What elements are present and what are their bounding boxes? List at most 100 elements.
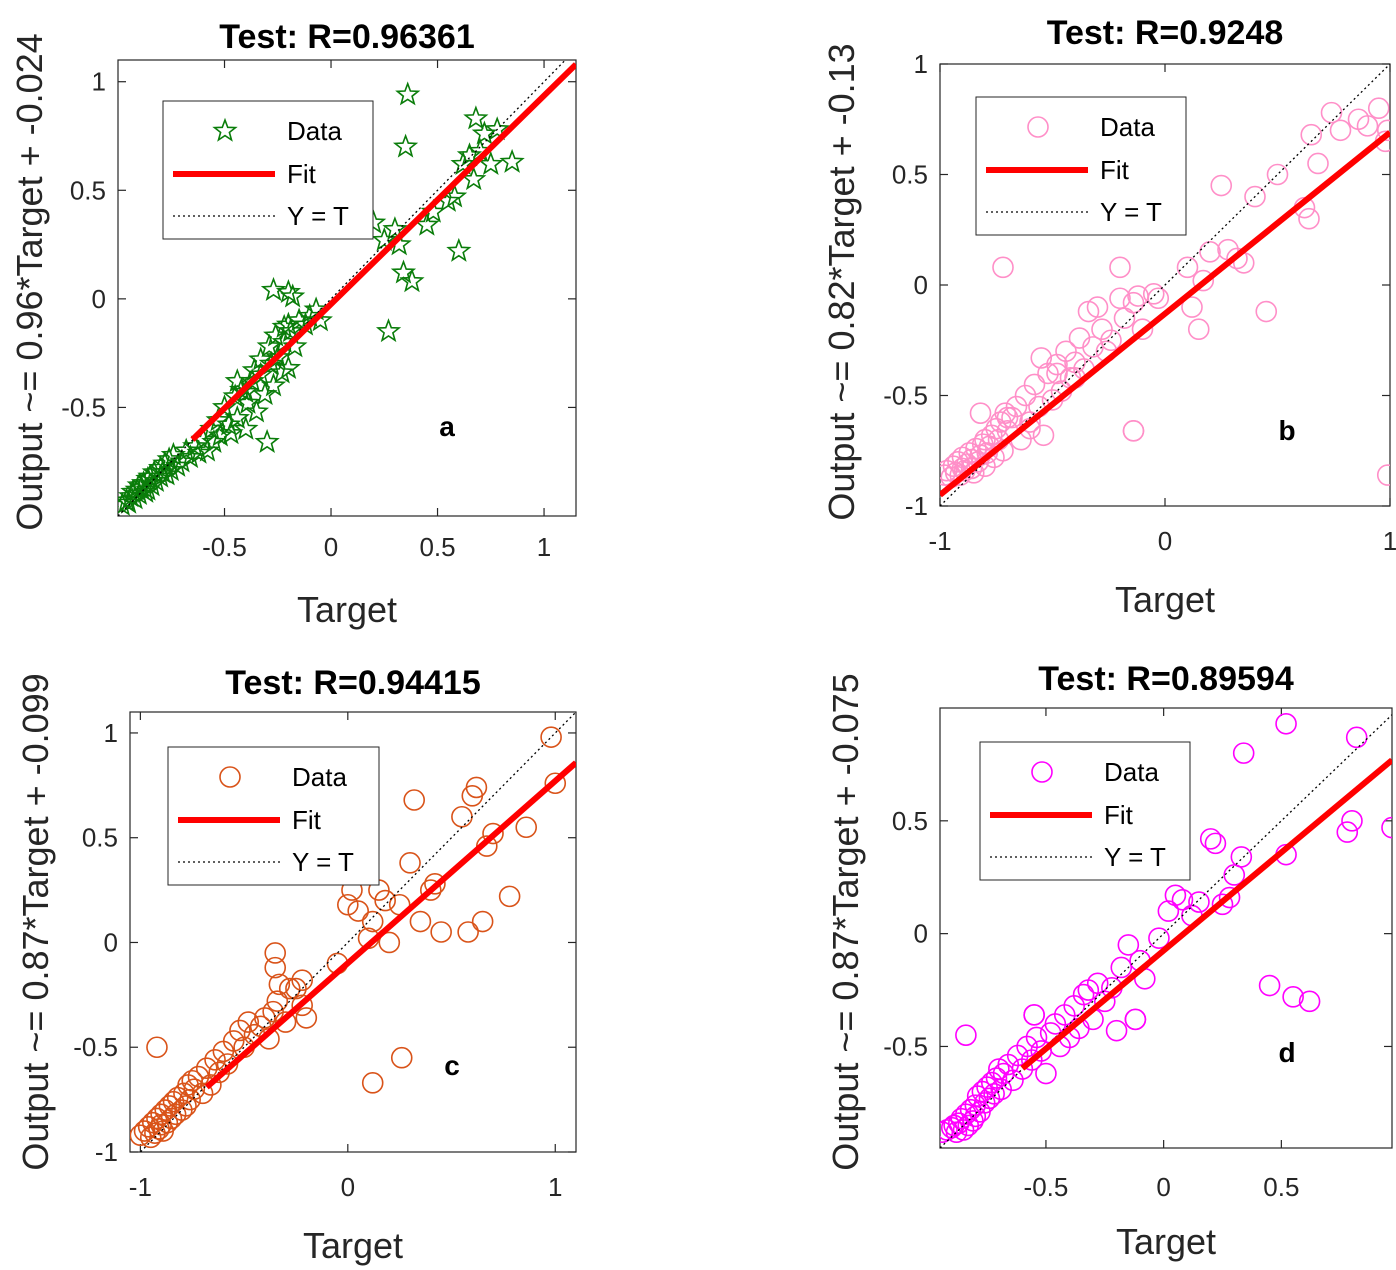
x-tick-label: 1	[548, 1172, 562, 1202]
fit-line	[190, 62, 576, 442]
data-point	[499, 148, 525, 173]
x-tick-label: -0.5	[202, 532, 247, 562]
y-tick-label: -1	[905, 491, 928, 521]
data-point	[248, 346, 274, 371]
data-point	[419, 879, 442, 901]
x-tick-label: -0.5	[1024, 1172, 1069, 1202]
data-point	[374, 889, 396, 912]
data-point	[375, 318, 402, 343]
legend-identity-label: Y = T	[1100, 197, 1162, 227]
data-point	[274, 1011, 297, 1033]
data-point	[191, 1082, 214, 1105]
data-point	[465, 776, 488, 799]
data-point	[399, 268, 425, 293]
y-axis-label: Output ~= 0.87*Target + -0.099	[15, 673, 56, 1170]
data-point	[403, 789, 425, 811]
data-point	[243, 398, 270, 423]
plot-content	[118, 60, 576, 516]
panel-a: -0.5 0 0.5 1 -0.5 0 0.5 1 Data Fit Y = T a Test: R=0…	[9, 18, 577, 630]
identity-line	[940, 714, 1392, 1148]
data-point	[985, 1067, 1008, 1089]
data-point	[1381, 816, 1392, 839]
data-point	[222, 1030, 245, 1052]
chart-title: Test: R=0.96361	[219, 18, 474, 56]
x-tick-label: 1	[1383, 526, 1396, 556]
data-point	[1072, 983, 1095, 1006]
x-tick-label: 0	[1156, 1172, 1170, 1202]
data-point	[307, 307, 333, 332]
data-point	[992, 256, 1014, 279]
data-point	[1376, 119, 1390, 142]
data-point	[978, 1087, 1001, 1110]
data-point	[1345, 726, 1368, 749]
legend-data-marker	[212, 117, 238, 142]
data-point	[940, 459, 958, 482]
x-tick-label: 0	[324, 532, 338, 562]
data-point	[1014, 384, 1037, 407]
panel-annotation: c	[444, 1050, 460, 1081]
legend-identity-label: Y = T	[1104, 842, 1166, 872]
data-point	[1226, 247, 1248, 270]
data-point	[291, 969, 313, 991]
data-point	[969, 402, 992, 424]
x-axis-label: Target	[297, 589, 397, 630]
data-point	[498, 885, 521, 908]
data-point	[1093, 990, 1116, 1013]
y-tick-label: 0	[914, 270, 928, 300]
data-point	[291, 994, 313, 1017]
identity-line	[139, 712, 576, 1152]
chart-title: Test: R=0.9248	[1047, 14, 1284, 52]
y-axis-label: Output ~= 0.82*Target + -0.13	[821, 43, 862, 520]
data-point	[424, 873, 446, 895]
data-point	[1210, 174, 1233, 197]
data-point	[1367, 97, 1390, 119]
data-point	[463, 105, 489, 130]
data-point	[1109, 256, 1131, 279]
legend: Data Fit Y = T	[975, 96, 1187, 236]
data-point	[1142, 283, 1165, 305]
data-point	[964, 1094, 987, 1116]
y-axis-label: Output ~= 0.96*Target + -0.024	[9, 33, 50, 530]
data-point	[1037, 362, 1059, 385]
data-point	[233, 378, 259, 403]
data-point	[1164, 884, 1187, 907]
data-point	[1275, 712, 1297, 735]
data-point	[205, 407, 231, 432]
y-tick-label: 0	[914, 919, 928, 949]
y-tick-label: -0.5	[73, 1032, 118, 1062]
data-point	[1211, 893, 1234, 916]
data-point	[254, 1007, 276, 1029]
data-point	[200, 1074, 222, 1096]
legend-fit-label: Fit	[1100, 155, 1130, 185]
x-tick-label: 0.5	[419, 532, 455, 562]
data-point	[1199, 241, 1221, 263]
legend-identity-label: Y = T	[292, 847, 354, 877]
data-point	[275, 278, 302, 304]
data-point	[1086, 296, 1109, 318]
x-tick-label: -1	[129, 1172, 152, 1202]
data-point	[1232, 742, 1255, 764]
data-point	[1147, 287, 1170, 310]
data-point	[1046, 362, 1068, 385]
data-point	[1100, 329, 1122, 352]
plot-content	[940, 712, 1392, 1148]
data-point	[201, 428, 227, 453]
data-point	[1110, 956, 1133, 979]
data-point	[1258, 974, 1281, 997]
data-point	[237, 1011, 260, 1033]
data-point	[275, 354, 302, 380]
data-point	[430, 921, 452, 943]
data-point	[1148, 927, 1170, 949]
data-point	[1032, 424, 1055, 447]
data-point	[540, 726, 562, 748]
data-point	[1300, 123, 1323, 146]
data-point	[154, 1099, 177, 1121]
data-point	[955, 1024, 977, 1046]
data-point	[1023, 1004, 1045, 1026]
data-point	[1187, 318, 1210, 341]
data-point	[280, 283, 306, 308]
data-point	[457, 921, 479, 943]
data-point	[303, 296, 329, 321]
data-point	[515, 816, 538, 839]
